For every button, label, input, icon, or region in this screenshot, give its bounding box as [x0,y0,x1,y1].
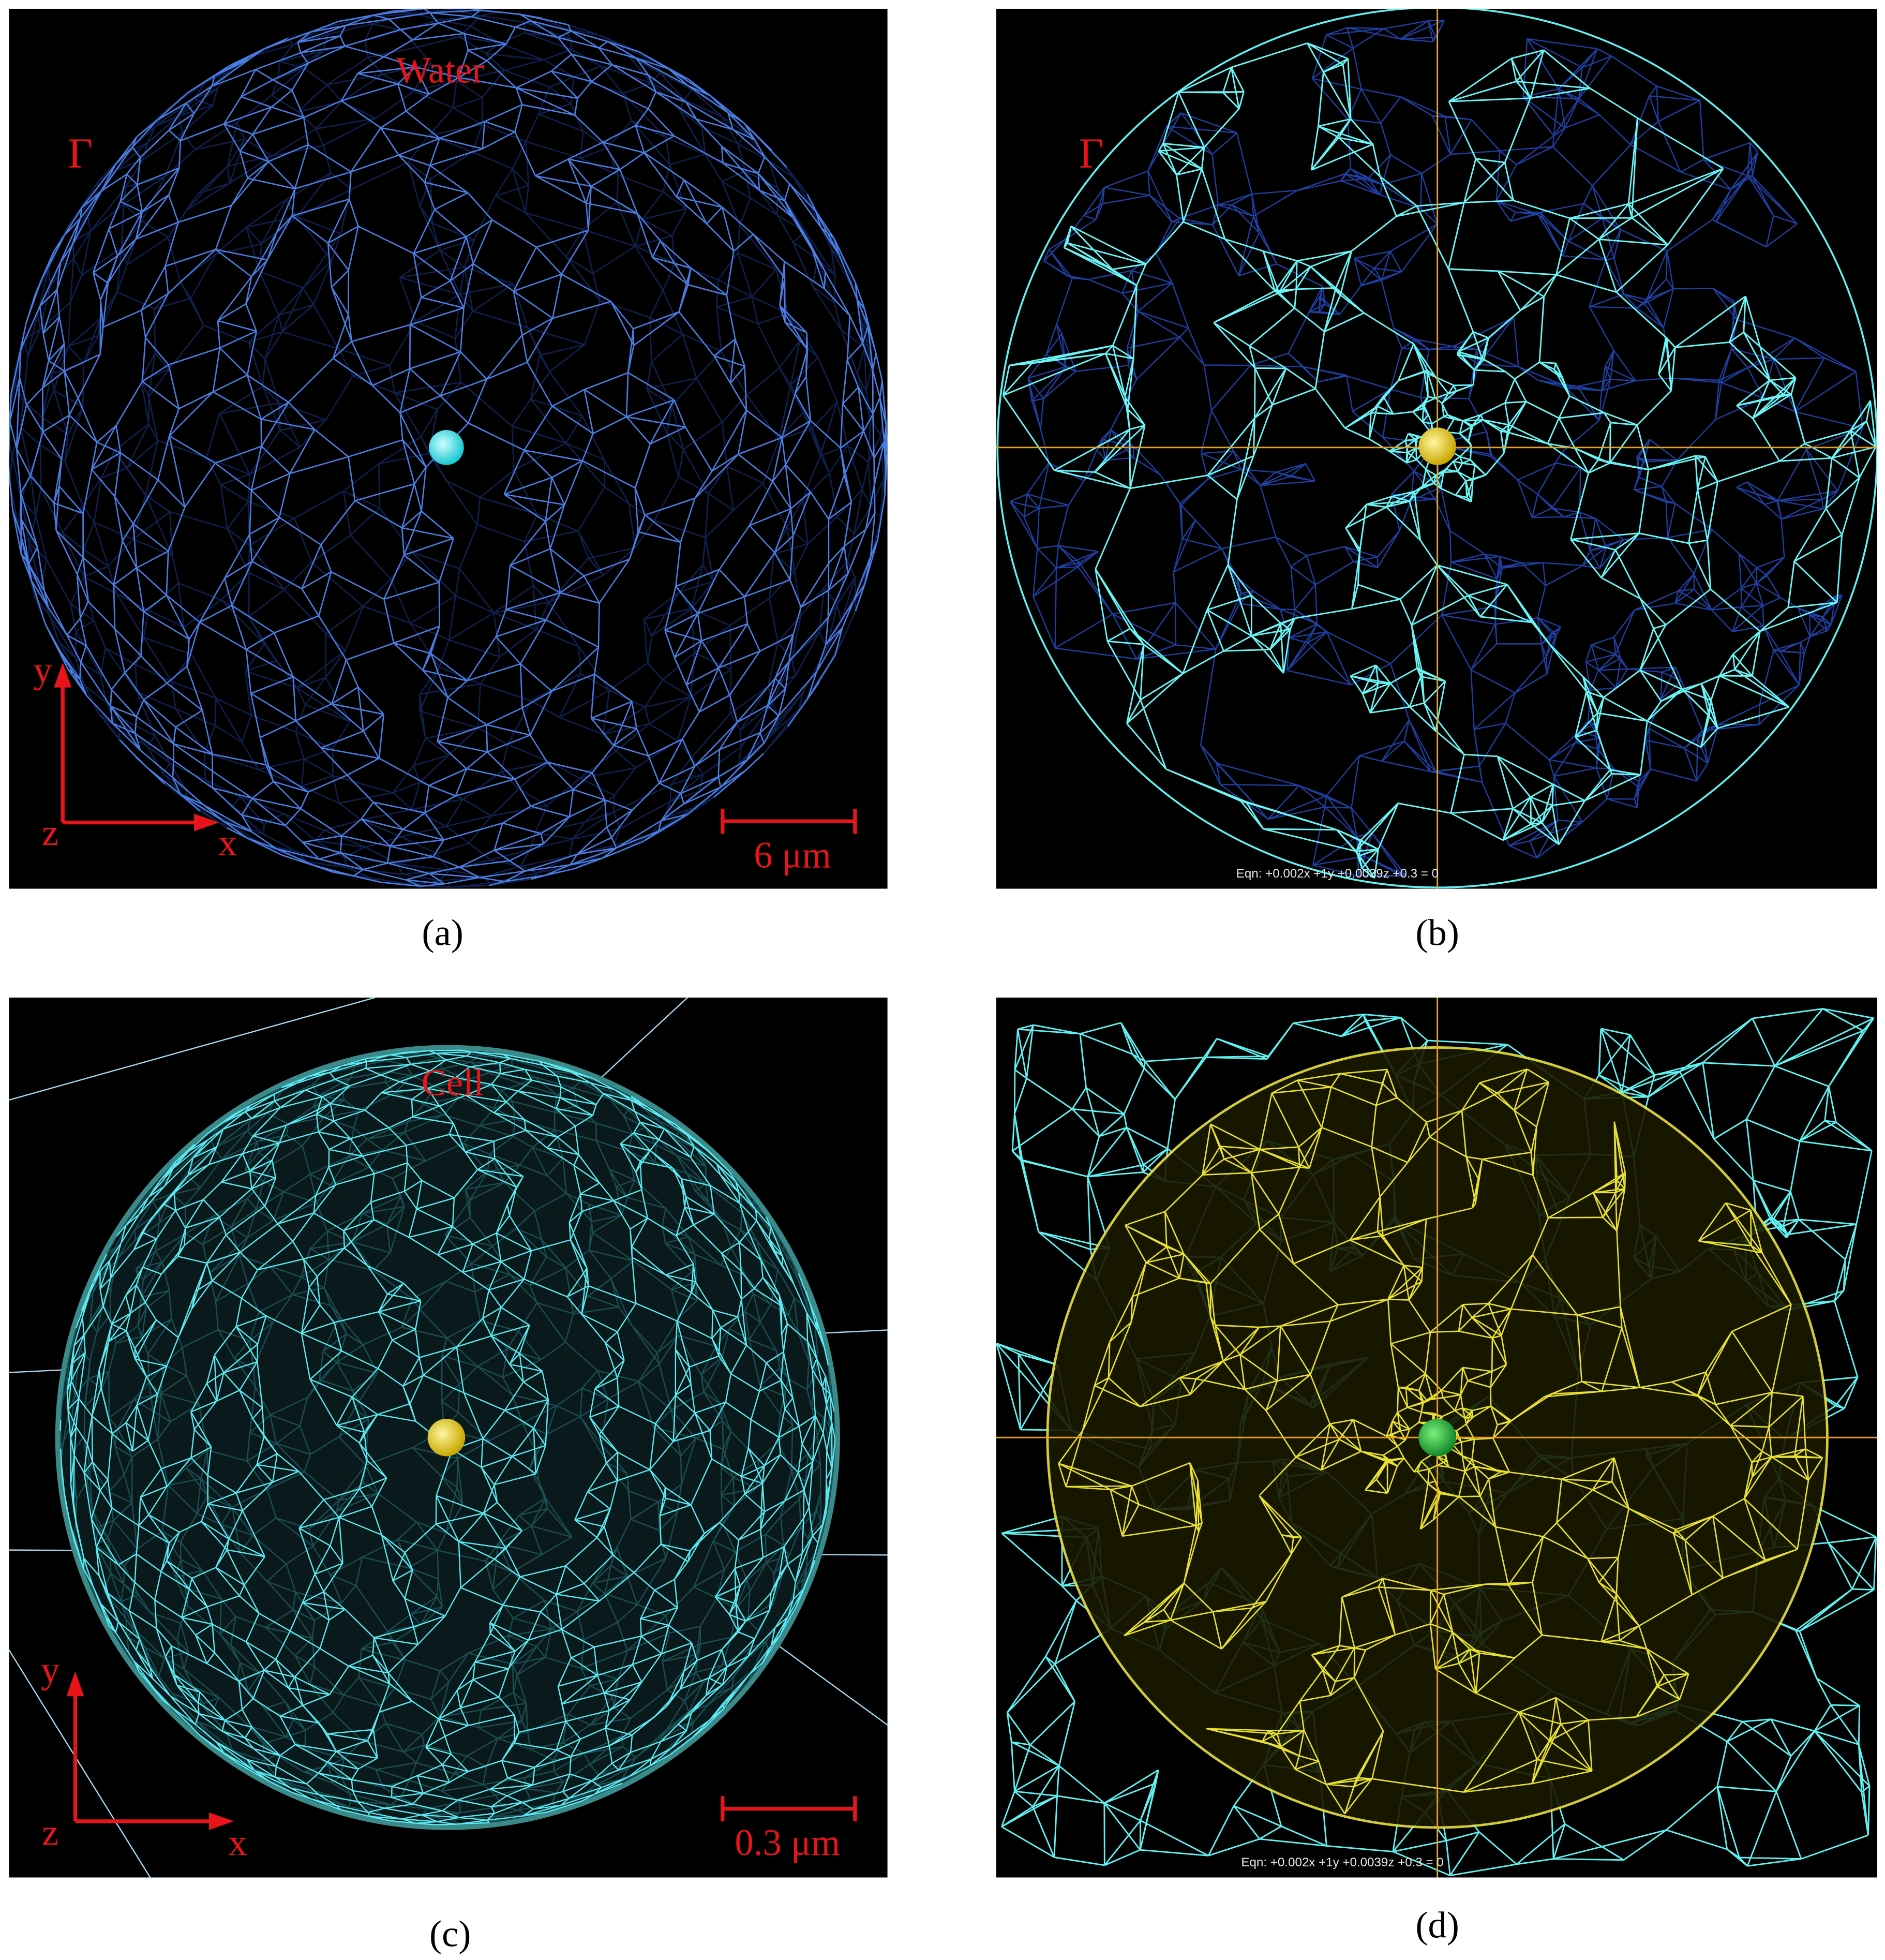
panel-caption: (c) [429,1912,471,1954]
boundary-label: Γ [1079,130,1103,177]
scale-bar [721,809,857,834]
panel-b-annotations: Γ Eqn: +0.002x +1y +0.0039z +0.3 = 0 [1079,130,1439,881]
scale-bar-label: 0.3 μm [735,1821,840,1863]
panel-c [9,997,888,1878]
panel-caption: (a) [422,911,463,953]
panel-a [9,8,888,889]
equation: Eqn: +0.002x +1y +0.0039z +0.3 = 0 [1241,1855,1443,1869]
equation: Eqn: +0.002x +1y +0.0039z +0.3 = 0 [1236,867,1439,881]
axis-label: x [218,821,237,863]
axes-arrows [54,662,219,831]
mesh-front [9,8,888,887]
mesh-front [59,1049,836,1825]
axis-label: z [42,811,58,853]
axis-label: y [33,649,52,691]
axis-label: z [42,1811,58,1853]
mesh [1009,19,1863,877]
region-label: Cell [422,1061,484,1103]
panel-b [996,8,1878,889]
boundary-label: Γ [68,130,92,177]
axis-label: y [41,1649,59,1691]
panel-caption: (b) [1415,911,1459,953]
panel-a-annotations: Water Γ y z x 6 μm [33,49,857,876]
source-sphere [429,430,464,465]
outer-mesh-edge [9,997,376,1101]
outer-mesh-edge [9,1650,151,1878]
panel-d-annotations: Eqn: +0.002x +1y +0.0039z +0.3 = 0 [1241,1855,1443,1869]
source-sphere [427,1418,466,1457]
region-label: Water [396,49,484,91]
panel-caption: (d) [1415,1904,1459,1946]
source-sphere [1418,427,1456,465]
scale-bar [721,1796,857,1821]
axes-arrows [66,1671,234,1830]
axis-label: x [228,1821,247,1863]
panel-d [996,997,1878,1878]
panel-c-annotations: Cell y z x 0.3 μm [41,1061,857,1863]
source-sphere [1418,1418,1456,1457]
scale-bar-label: 6 μm [754,834,831,876]
